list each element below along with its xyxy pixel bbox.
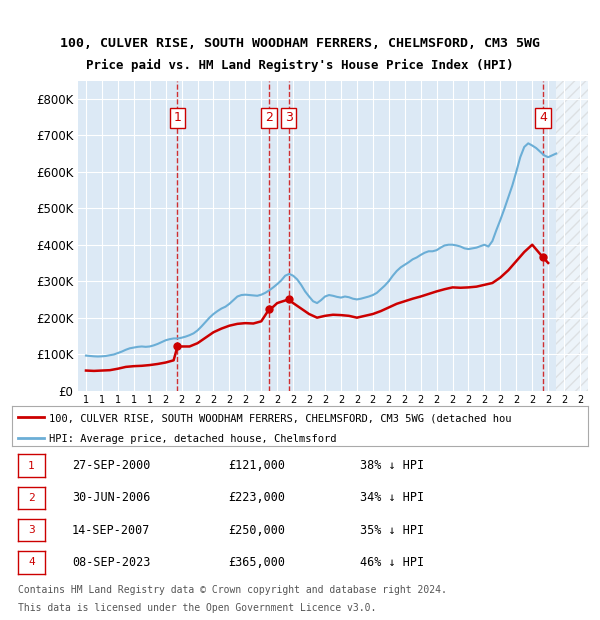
Text: 14-SEP-2007: 14-SEP-2007	[72, 524, 151, 536]
Text: 3: 3	[28, 525, 35, 535]
Text: £121,000: £121,000	[228, 459, 285, 472]
Text: 2: 2	[28, 493, 35, 503]
Text: 3: 3	[284, 112, 292, 124]
Text: 27-SEP-2000: 27-SEP-2000	[72, 459, 151, 472]
Text: Contains HM Land Registry data © Crown copyright and database right 2024.: Contains HM Land Registry data © Crown c…	[18, 585, 447, 595]
Text: 4: 4	[28, 557, 35, 567]
Text: 38% ↓ HPI: 38% ↓ HPI	[360, 459, 424, 472]
Text: 2: 2	[265, 112, 273, 124]
Text: HPI: Average price, detached house, Chelmsford: HPI: Average price, detached house, Chel…	[49, 434, 337, 444]
Bar	[556, 81, 588, 391]
Text: 100, CULVER RISE, SOUTH WOODHAM FERRERS, CHELMSFORD, CM3 5WG (detached hou: 100, CULVER RISE, SOUTH WOODHAM FERRERS,…	[49, 414, 512, 424]
Text: 100, CULVER RISE, SOUTH WOODHAM FERRERS, CHELMSFORD, CM3 5WG: 100, CULVER RISE, SOUTH WOODHAM FERRERS,…	[60, 37, 540, 50]
Text: 4: 4	[539, 112, 547, 124]
Text: 1: 1	[28, 461, 35, 471]
Text: 30-JUN-2006: 30-JUN-2006	[72, 492, 151, 504]
Text: 08-SEP-2023: 08-SEP-2023	[72, 556, 151, 569]
Text: 35% ↓ HPI: 35% ↓ HPI	[360, 524, 424, 536]
Text: £250,000: £250,000	[228, 524, 285, 536]
Text: 46% ↓ HPI: 46% ↓ HPI	[360, 556, 424, 569]
Text: 34% ↓ HPI: 34% ↓ HPI	[360, 492, 424, 504]
Text: Price paid vs. HM Land Registry's House Price Index (HPI): Price paid vs. HM Land Registry's House …	[86, 58, 514, 72]
Text: £365,000: £365,000	[228, 556, 285, 569]
Text: This data is licensed under the Open Government Licence v3.0.: This data is licensed under the Open Gov…	[18, 603, 376, 613]
Text: £223,000: £223,000	[228, 492, 285, 504]
Text: 1: 1	[173, 112, 181, 124]
